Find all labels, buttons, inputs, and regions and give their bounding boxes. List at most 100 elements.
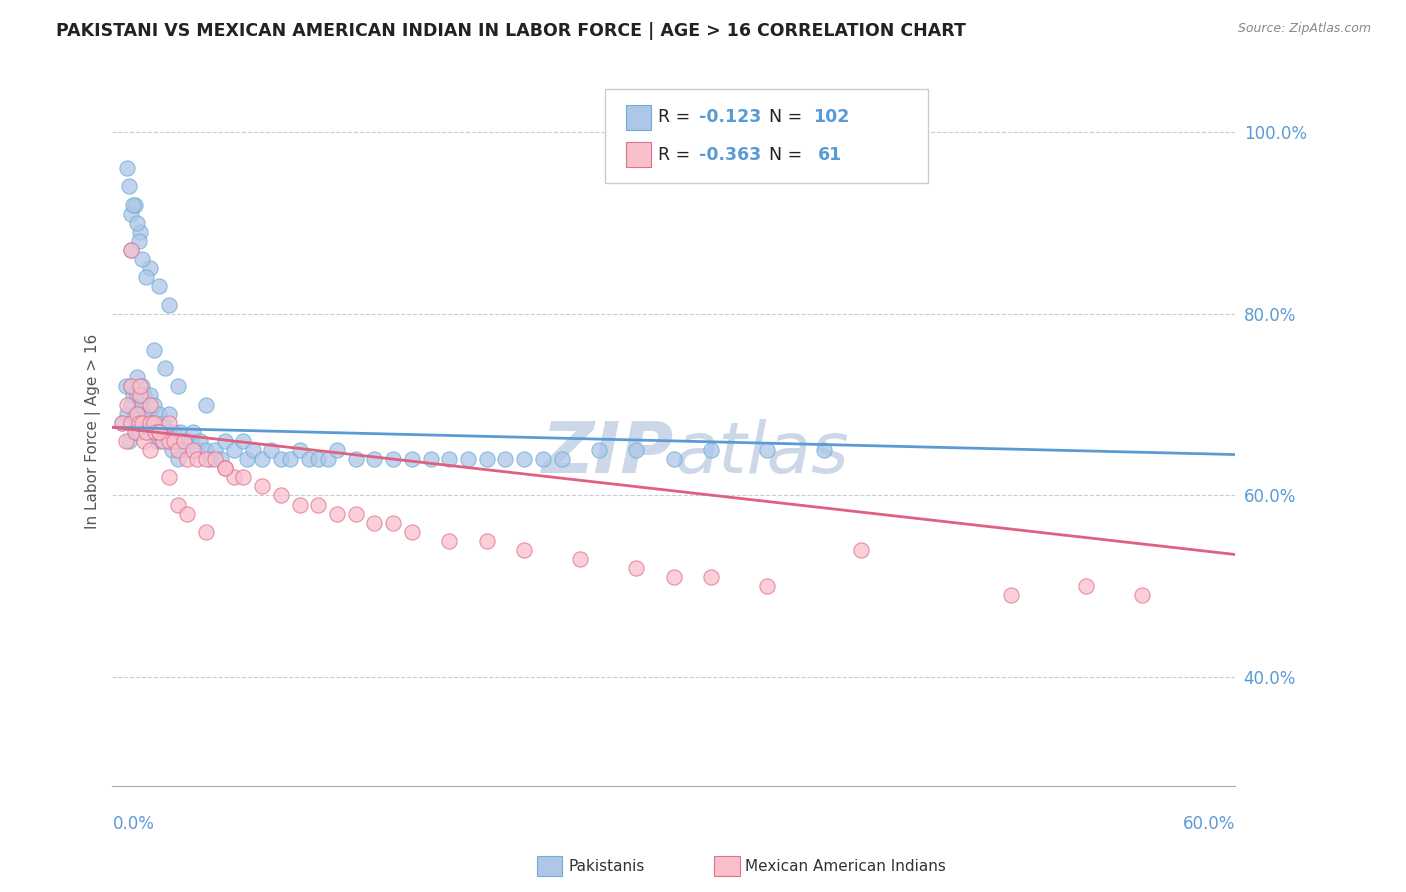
Point [135, 425, 157, 439]
Point [288, 498, 311, 512]
Point [120, 416, 142, 430]
Point [198, 452, 221, 467]
Text: 0.0%: 0.0% [112, 815, 155, 833]
Point [128, 407, 150, 421]
Point [162, 442, 184, 457]
Point [167, 498, 190, 512]
Text: ZIP: ZIP [541, 418, 673, 488]
Point [150, 434, 173, 448]
Point [457, 452, 479, 467]
Point [120, 379, 142, 393]
Point [122, 388, 145, 402]
Point [326, 442, 349, 457]
Point [439, 452, 461, 467]
Text: Mexican American Indians: Mexican American Indians [745, 859, 946, 873]
Point [588, 442, 610, 457]
Point [214, 461, 236, 475]
Point [250, 452, 273, 467]
Point [513, 543, 536, 558]
Point [145, 425, 167, 439]
Point [129, 416, 152, 430]
Point [222, 470, 245, 484]
Text: -0.363: -0.363 [699, 145, 761, 163]
Point [176, 507, 198, 521]
Point [139, 425, 162, 439]
Point [214, 434, 236, 448]
Point [176, 442, 198, 457]
Point [139, 416, 162, 430]
Point [118, 179, 141, 194]
Point [153, 425, 176, 439]
Point [260, 442, 283, 457]
Point [662, 452, 685, 467]
Point [129, 225, 152, 239]
Point [307, 452, 329, 467]
Point [167, 442, 190, 457]
Point [157, 434, 180, 448]
Point [169, 425, 191, 439]
Text: N =: N = [769, 145, 808, 163]
Point [494, 452, 516, 467]
Point [382, 516, 405, 530]
Text: -0.123: -0.123 [699, 109, 761, 127]
Point [117, 161, 139, 176]
Point [141, 416, 163, 430]
Point [157, 416, 180, 430]
Point [139, 398, 162, 412]
Point [222, 442, 245, 457]
Point [163, 434, 186, 448]
Point [124, 197, 146, 211]
Point [146, 434, 169, 448]
Point [152, 434, 174, 448]
Point [849, 543, 872, 558]
Point [1000, 588, 1022, 602]
Point [550, 452, 572, 467]
Point [569, 552, 592, 566]
Point [163, 425, 186, 439]
Y-axis label: In Labor Force | Age > 16: In Labor Force | Age > 16 [86, 334, 101, 530]
Point [152, 416, 174, 430]
Point [111, 416, 134, 430]
Point [531, 452, 554, 467]
Point [513, 452, 536, 467]
Point [278, 452, 301, 467]
Point [363, 516, 385, 530]
Point [382, 452, 405, 467]
Point [153, 361, 176, 376]
Point [288, 442, 311, 457]
Point [142, 416, 165, 430]
Point [131, 398, 153, 412]
Point [114, 434, 136, 448]
Point [128, 234, 150, 248]
Point [700, 570, 723, 584]
Point [181, 425, 204, 439]
Text: 102: 102 [813, 109, 849, 127]
Point [142, 343, 165, 357]
Point [157, 407, 180, 421]
Point [131, 252, 153, 267]
Point [1074, 579, 1097, 593]
Point [148, 279, 170, 293]
Point [157, 297, 180, 311]
Point [344, 452, 367, 467]
Point [134, 434, 156, 448]
Point [120, 416, 142, 430]
Text: N =: N = [769, 109, 808, 127]
Point [326, 507, 349, 521]
Point [120, 243, 142, 257]
Point [120, 398, 142, 412]
Point [180, 434, 202, 448]
Point [195, 524, 218, 539]
Point [475, 452, 498, 467]
Point [195, 442, 218, 457]
Point [167, 452, 190, 467]
Point [128, 425, 150, 439]
Point [344, 507, 367, 521]
Point [401, 524, 423, 539]
Point [148, 425, 170, 439]
Point [139, 442, 162, 457]
Point [186, 452, 208, 467]
Point [136, 416, 159, 430]
Text: Pakistanis: Pakistanis [568, 859, 644, 873]
Point [439, 533, 461, 548]
